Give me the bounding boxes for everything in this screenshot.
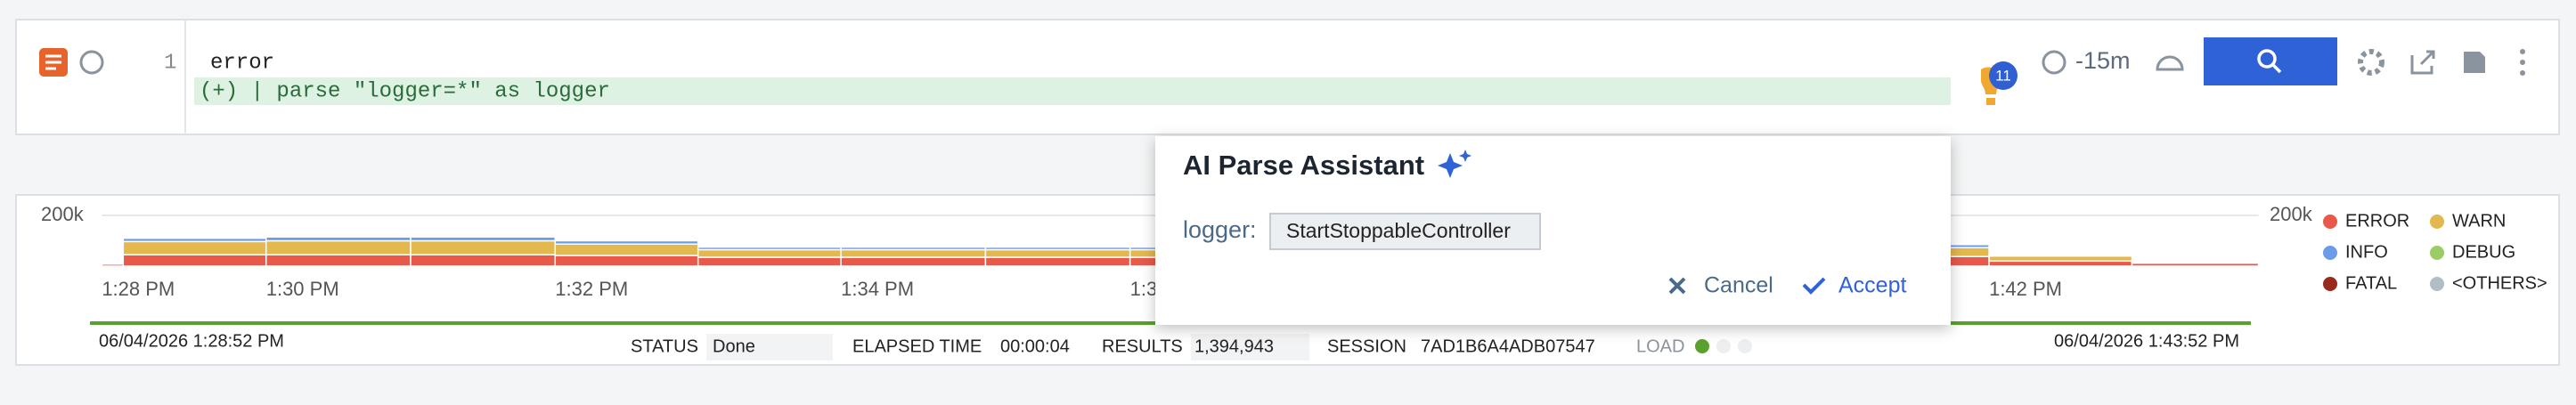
bar-segment — [555, 255, 697, 266]
bar-segment — [698, 257, 841, 266]
load-dot — [1738, 339, 1752, 353]
bar-segment — [841, 257, 985, 266]
bar-segment — [1989, 261, 2132, 266]
bar-segment — [698, 249, 841, 257]
bar-segment — [698, 247, 841, 250]
save-icon[interactable] — [2464, 52, 2485, 73]
ai-parse-popup: AI Parse Assistant logger: StartStoppabl… — [1155, 136, 1951, 325]
range-end: 06/04/2026 1:43:52 PM — [2054, 331, 2239, 351]
bar-segment — [123, 239, 265, 242]
legend-label: ERROR — [2345, 211, 2409, 231]
field-label: logger: — [1183, 216, 1257, 243]
field-value: StartStoppableController — [1286, 219, 1511, 242]
bar-segment — [123, 255, 265, 266]
bar-segment — [411, 255, 555, 266]
x-tick-label: 1:30 PM — [266, 278, 339, 300]
legend-label: DEBUG — [2452, 242, 2515, 262]
bar-segment — [841, 247, 985, 250]
legend-label: WARN — [2452, 211, 2506, 231]
bar-segment — [266, 255, 411, 266]
bar-segment — [411, 237, 555, 240]
session-label: SESSION — [1327, 336, 1406, 356]
session-value: 7AD1B6A4ADB07547 — [1421, 336, 1595, 356]
bar-segment — [266, 241, 411, 255]
accept-button[interactable]: Accept — [1838, 273, 1906, 298]
bar-segment — [266, 237, 411, 240]
x-tick-label: 1:42 PM — [1989, 278, 2062, 300]
search-button[interactable] — [2204, 37, 2337, 85]
x-tick-label: 1:28 PM — [102, 278, 175, 300]
legend-swatch — [2430, 277, 2444, 291]
elapsed-value: 00:00:04 — [1000, 336, 1070, 356]
legend-label: INFO — [2345, 242, 2388, 262]
legend-swatch — [2323, 246, 2337, 260]
line-number: 1 — [164, 51, 176, 75]
cancel-button[interactable]: Cancel — [1704, 273, 1773, 298]
load-dot — [1695, 339, 1709, 353]
bar-segment — [555, 244, 697, 255]
legend-swatch — [2430, 246, 2444, 260]
results-value: 1,394,943 — [1194, 336, 1274, 356]
elapsed-label: ELAPSED TIME — [852, 336, 982, 356]
popup-title: AI Parse Assistant — [1183, 150, 1424, 181]
time-range[interactable]: -15m — [2075, 47, 2131, 74]
legend-swatch — [2323, 215, 2337, 229]
status-label: STATUS — [631, 336, 698, 356]
status-value: Done — [713, 336, 755, 356]
legend-label: <OTHERS> — [2452, 273, 2547, 293]
bar-segment — [985, 249, 1129, 257]
load-label: LOAD — [1636, 336, 1684, 356]
query-suggestion[interactable]: (+) | parse "logger=*" as logger — [200, 79, 610, 103]
more-icon[interactable] — [2520, 49, 2525, 76]
bar-segment — [985, 247, 1129, 250]
y2-tick-label: 200k — [2270, 203, 2313, 225]
bar-segment — [555, 241, 697, 245]
bar-segment — [411, 241, 555, 255]
query-line[interactable]: error — [210, 51, 274, 75]
legend-label: FATAL — [2345, 273, 2397, 293]
results-label: RESULTS — [1102, 336, 1183, 356]
bar-segment — [123, 241, 265, 255]
legend-swatch — [2323, 277, 2337, 291]
load-dot — [1716, 339, 1731, 353]
legend-swatch — [2430, 215, 2444, 229]
bar-segment — [841, 249, 985, 257]
hint-count: 11 — [1995, 67, 2011, 84]
query-panel — [16, 20, 2559, 134]
range-start: 06/04/2026 1:28:52 PM — [99, 331, 284, 351]
x-tick-label: 1:34 PM — [841, 278, 914, 300]
bar-segment — [985, 257, 1129, 266]
x-tick-label: 1:32 PM — [555, 278, 628, 300]
bar-segment — [1989, 256, 2132, 262]
y-tick-label: 200k — [41, 203, 85, 225]
